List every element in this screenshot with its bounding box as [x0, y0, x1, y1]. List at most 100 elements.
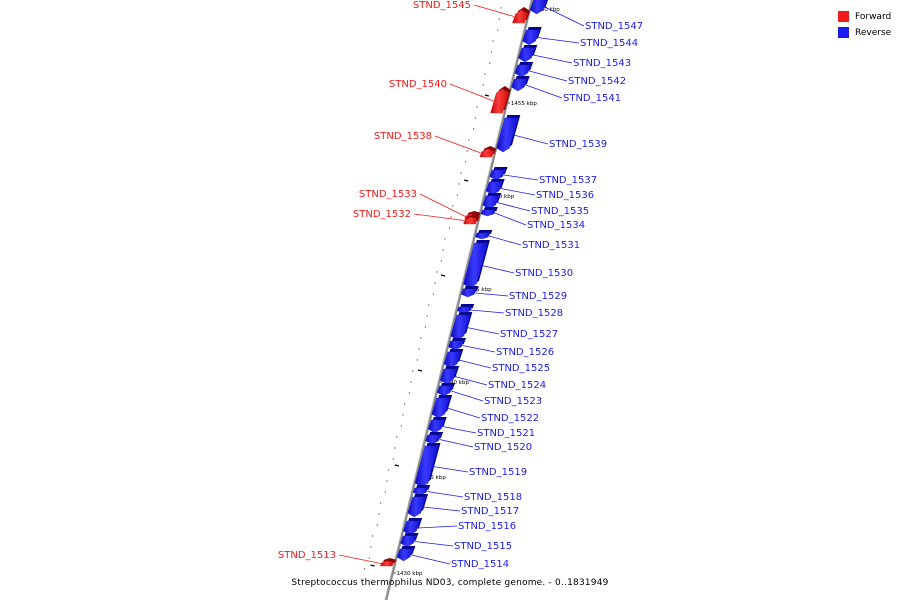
- gene-arrow-stnd-1532[interactable]: [463, 216, 478, 225]
- gene-leader-line: [471, 309, 505, 314]
- gene-label-stnd-1545[interactable]: STND_1545: [413, 0, 471, 11]
- forward-swatch: [838, 11, 849, 22]
- gene-label-stnd-1544[interactable]: STND_1544: [580, 38, 638, 49]
- feature-dot: [395, 436, 398, 438]
- gene-arrow-stnd-1534[interactable]: [480, 209, 496, 217]
- feature-dash: [417, 369, 423, 372]
- feature-dot: [492, 40, 494, 42]
- gene-arrow-stnd-1528[interactable]: [457, 306, 473, 314]
- feature-dot: [408, 392, 411, 394]
- gene-label-stnd-1515[interactable]: STND_1515: [454, 541, 512, 552]
- gene-arrow-stnd-1529[interactable]: [460, 288, 477, 298]
- gene-leader-line: [533, 54, 573, 64]
- gene-label-stnd-1526[interactable]: STND_1526: [496, 347, 554, 358]
- feature-dot: [476, 106, 478, 108]
- gene-arrow-stnd-1541[interactable]: [511, 78, 528, 92]
- feature-dot: [370, 546, 372, 548]
- gene-leader-line: [497, 202, 531, 212]
- gene-label-stnd-1516[interactable]: STND_1516: [458, 521, 516, 532]
- kbp-label: 1460 kbp: [534, 7, 560, 13]
- gene-arrow-stnd-1517[interactable]: [407, 496, 426, 518]
- gene-arrow-stnd-1542[interactable]: [514, 64, 531, 78]
- feature-dot: [402, 414, 404, 416]
- gene-label-stnd-1519[interactable]: STND_1519: [469, 467, 527, 478]
- gene-arrow-stnd-1520[interactable]: [425, 434, 441, 445]
- gene-label-stnd-1528[interactable]: STND_1528: [505, 308, 563, 319]
- gene-label-stnd-1524[interactable]: STND_1524: [488, 380, 546, 391]
- gene-arrow-stnd-1538[interactable]: [479, 148, 494, 158]
- feature-dot: [416, 359, 419, 361]
- gene-arrow-stnd-1543[interactable]: [518, 47, 536, 63]
- gene-arrow-stnd-1521[interactable]: [427, 419, 445, 434]
- gene-arrow-stnd-1518[interactable]: [412, 487, 429, 496]
- gene-label-stnd-1521[interactable]: STND_1521: [477, 428, 535, 439]
- gene-label-stnd-1532[interactable]: STND_1532: [353, 209, 411, 220]
- gene-arrow-stnd-1540[interactable]: [490, 88, 509, 114]
- legend-item-reverse: Reverse: [838, 25, 900, 40]
- gene-arrow-stnd-1514[interactable]: [396, 548, 414, 562]
- gene-leader-line: [447, 407, 481, 419]
- gene-arrow-stnd-1526[interactable]: [448, 340, 464, 351]
- gene-label-stnd-1523[interactable]: STND_1523: [484, 396, 542, 407]
- legend-forward-label: Forward: [855, 11, 892, 22]
- gene-label-stnd-1540[interactable]: STND_1540: [389, 79, 447, 90]
- feature-dot: [363, 568, 366, 570]
- gene-arrow-stnd-1545[interactable]: [512, 9, 528, 24]
- gene-arrow-stnd-1539[interactable]: [496, 117, 519, 153]
- feature-dot: [500, 7, 502, 9]
- gene-label-stnd-1531[interactable]: STND_1531: [522, 240, 580, 251]
- gene-label-stnd-1547[interactable]: STND_1547: [585, 21, 643, 32]
- feature-dot: [490, 51, 493, 53]
- gene-label-stnd-1525[interactable]: STND_1525: [492, 363, 550, 374]
- gene-label-stnd-1534[interactable]: STND_1534: [527, 220, 585, 231]
- gene-leader-line: [414, 541, 454, 547]
- reverse-swatch: [838, 27, 849, 38]
- gene-label-stnd-1520[interactable]: STND_1520: [474, 442, 532, 453]
- gene-label-stnd-1529[interactable]: STND_1529: [509, 291, 567, 302]
- gene-label-stnd-1537[interactable]: STND_1537: [539, 175, 597, 186]
- gene-label-stnd-1527[interactable]: STND_1527: [500, 329, 558, 340]
- kbp-label: 1445 kbp: [466, 287, 492, 293]
- gene-arrow-stnd-1523[interactable]: [436, 385, 453, 397]
- gene-label-stnd-1518[interactable]: STND_1518: [464, 492, 522, 503]
- gene-arrow-stnd-1515[interactable]: [400, 535, 417, 548]
- gene-label-stnd-1513[interactable]: STND_1513: [278, 550, 336, 561]
- gene-arrow-stnd-1522[interactable]: [431, 397, 450, 419]
- feature-dash: [394, 464, 400, 467]
- feature-dot: [460, 172, 462, 174]
- gene-label-stnd-1538[interactable]: STND_1538: [374, 131, 432, 142]
- feature-dot: [452, 205, 454, 207]
- gene-label-stnd-1541[interactable]: STND_1541: [563, 93, 621, 104]
- gene-label-stnd-1539[interactable]: STND_1539: [549, 139, 607, 150]
- gene-arrow-stnd-1547[interactable]: [529, 0, 547, 15]
- strand-legend: Forward Reverse: [838, 9, 900, 41]
- gene-label-stnd-1542[interactable]: STND_1542: [568, 76, 626, 87]
- feature-dot: [426, 315, 428, 317]
- feature-dot: [488, 62, 491, 64]
- feature-dot: [498, 18, 501, 20]
- gene-arrow-stnd-1537[interactable]: [489, 169, 506, 181]
- gene-label-stnd-1522[interactable]: STND_1522: [481, 413, 539, 424]
- feature-dot: [482, 84, 485, 86]
- gene-label-stnd-1514[interactable]: STND_1514: [451, 559, 509, 570]
- feature-dot: [497, 29, 499, 31]
- legend-item-forward: Forward: [838, 9, 900, 24]
- feature-dot: [442, 249, 444, 251]
- feature-dash: [440, 274, 446, 277]
- gene-arrow-stnd-1531[interactable]: [475, 232, 491, 240]
- feature-dot: [472, 128, 475, 130]
- feature-dot: [456, 194, 459, 196]
- gene-label-stnd-1533[interactable]: STND_1533: [359, 189, 417, 200]
- gene-label-stnd-1536[interactable]: STND_1536: [536, 190, 594, 201]
- feature-dot: [384, 491, 386, 493]
- gene-arrow-stnd-1544[interactable]: [522, 29, 540, 46]
- feature-dot: [466, 150, 468, 152]
- gene-label-stnd-1535[interactable]: STND_1535: [531, 206, 589, 217]
- gene-leader-line: [458, 359, 492, 369]
- gene-arrow-stnd-1524[interactable]: [439, 368, 457, 385]
- gene-label-stnd-1543[interactable]: STND_1543: [573, 58, 631, 69]
- feature-dot: [368, 557, 370, 559]
- gene-label-stnd-1517[interactable]: STND_1517: [461, 506, 519, 517]
- gene-label-stnd-1530[interactable]: STND_1530: [515, 268, 573, 279]
- gene-arrow-stnd-1513[interactable]: [379, 560, 394, 567]
